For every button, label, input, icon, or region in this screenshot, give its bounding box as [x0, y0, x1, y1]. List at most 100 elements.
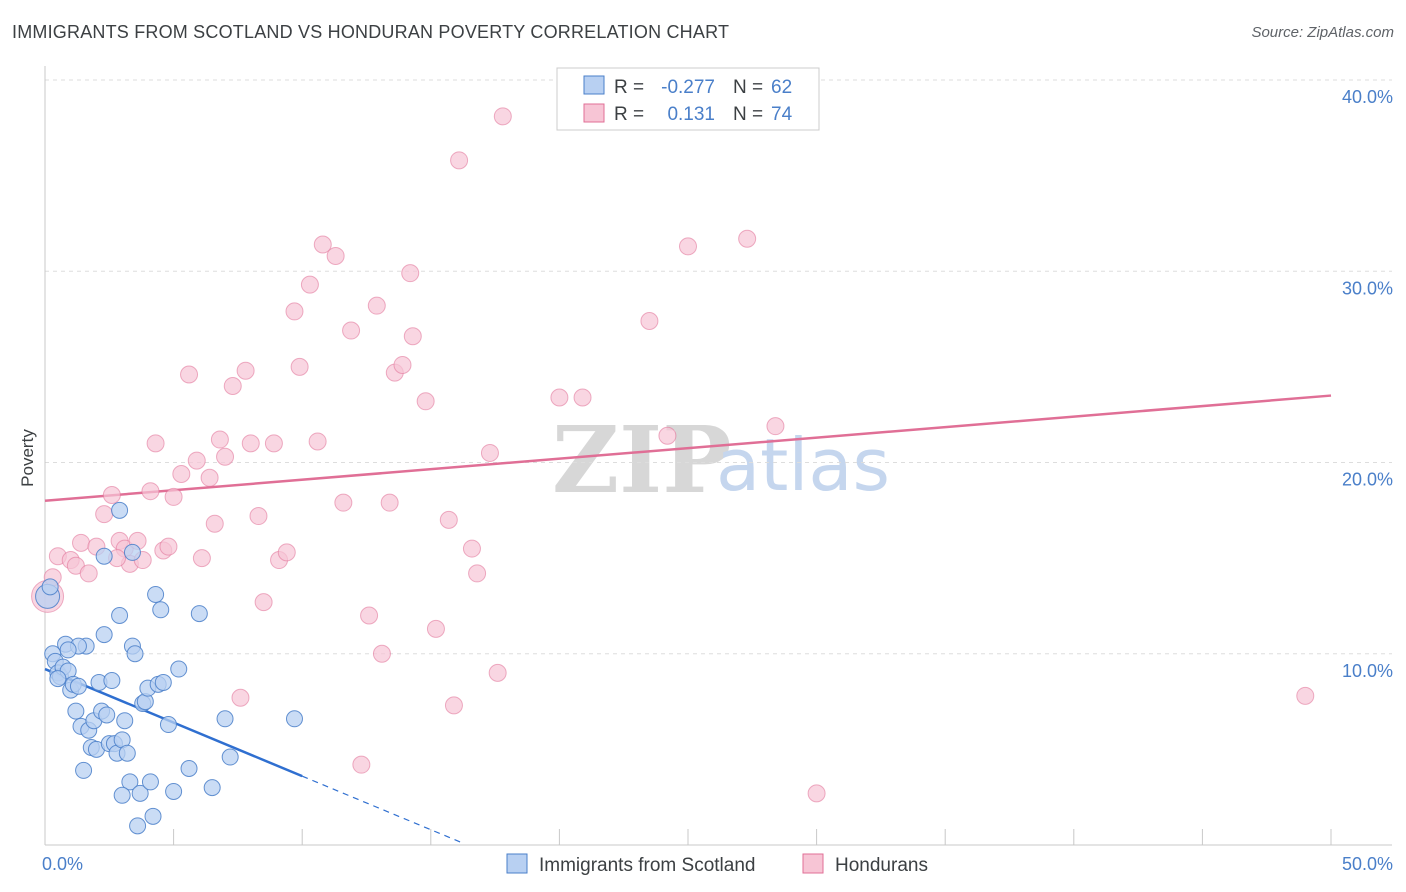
point-hondurans — [231, 688, 250, 707]
scotland-points — [35, 501, 303, 835]
tick-labels: 0.0% 50.0% 10.0% 20.0% 30.0% 40.0% — [42, 87, 1393, 874]
point-scotland — [41, 578, 59, 596]
point-hondurans — [216, 447, 235, 466]
point-hondurans — [159, 537, 178, 556]
legend-r-value-hondurans: 0.131 — [667, 104, 715, 125]
point-scotland — [69, 677, 87, 695]
point-hondurans — [360, 606, 379, 625]
point-scotland — [123, 543, 141, 561]
point-hondurans — [342, 321, 361, 340]
point-hondurans — [640, 311, 659, 330]
point-scotland — [98, 706, 116, 724]
point-hondurans — [326, 246, 345, 265]
legend-swatch-scotland — [583, 75, 605, 95]
bottom-legend-scotland: Immigrants from Scotland — [539, 855, 755, 876]
legend-n-value-scotland: 62 — [771, 77, 792, 98]
point-hondurans — [249, 507, 268, 526]
watermark: ZIP atlas — [552, 406, 890, 514]
point-hondurans — [308, 432, 327, 451]
point-hondurans — [372, 644, 391, 663]
point-scotland — [118, 744, 136, 762]
point-hondurans — [439, 510, 458, 529]
legend-r-value-scotland: -0.277 — [661, 77, 715, 98]
point-hondurans — [1296, 686, 1315, 705]
watermark-atlas: atlas — [716, 423, 890, 507]
point-scotland — [129, 817, 147, 835]
axes — [44, 66, 1392, 846]
point-scotland — [141, 773, 159, 791]
point-scotland — [190, 605, 208, 623]
legend-n-label-scotland: N = — [733, 77, 763, 98]
point-hondurans — [72, 533, 91, 552]
bottom-legend-hondurans: Hondurans — [835, 855, 928, 876]
point-hondurans — [146, 434, 165, 453]
point-hondurans — [300, 275, 319, 294]
point-hondurans — [488, 663, 507, 682]
point-hondurans — [192, 549, 211, 568]
point-hondurans — [393, 355, 412, 374]
point-scotland — [221, 748, 239, 766]
point-hondurans — [277, 543, 296, 562]
point-hondurans — [141, 482, 160, 501]
point-hondurans — [187, 451, 206, 470]
point-hondurans — [313, 235, 332, 254]
point-hondurans — [200, 468, 219, 487]
point-scotland — [147, 585, 165, 603]
point-scotland — [126, 645, 144, 663]
point-hondurans — [550, 388, 569, 407]
point-scotland — [216, 710, 234, 728]
legend-n-value-hondurans: 74 — [771, 104, 793, 125]
x-tick-label-min: 0.0% — [42, 854, 83, 874]
point-hondurans — [236, 361, 255, 380]
point-hondurans — [426, 619, 445, 638]
watermark-zip: ZIP — [552, 406, 731, 514]
point-scotland — [154, 673, 172, 691]
point-hondurans — [210, 430, 229, 449]
point-scotland — [95, 547, 113, 565]
point-scotland — [144, 807, 162, 825]
point-hondurans — [444, 696, 463, 715]
point-hondurans — [416, 392, 435, 411]
point-scotland — [67, 702, 85, 720]
point-hondurans — [403, 327, 422, 346]
point-hondurans — [367, 296, 386, 315]
point-hondurans — [95, 505, 114, 524]
trend-line-hondurans — [44, 394, 1332, 502]
point-hondurans — [493, 107, 512, 126]
point-scotland — [159, 716, 177, 734]
bottom-legend-swatch-hondurans — [802, 853, 824, 874]
point-hondurans — [679, 237, 697, 256]
point-hondurans — [766, 417, 785, 436]
point-scotland — [75, 761, 93, 779]
point-scotland — [131, 784, 149, 802]
bottom-legend-swatch-scotland — [506, 853, 528, 874]
x-tick-label-max: 50.0% — [1342, 854, 1393, 874]
y-axis-label: Poverty — [18, 429, 37, 487]
legend-swatch-hondurans — [583, 103, 605, 123]
series-legend: Immigrants from Scotland Hondurans — [506, 853, 928, 876]
point-hondurans — [738, 229, 757, 248]
point-hondurans — [352, 755, 371, 774]
trend-line-scotland-extension — [301, 775, 462, 844]
point-hondurans — [79, 564, 98, 583]
legend-n-label-hondurans: N = — [733, 104, 763, 125]
correlation-legend: R = -0.277 N = 62 R = 0.131 N = 74 — [556, 67, 820, 131]
point-hondurans — [380, 493, 399, 512]
point-scotland — [113, 786, 131, 804]
y-tick-label-3: 40.0% — [1342, 87, 1393, 107]
point-hondurans — [462, 539, 481, 558]
point-scotland — [170, 660, 188, 678]
point-hondurans — [205, 514, 224, 533]
point-scotland — [111, 607, 129, 624]
y-tick-label-1: 20.0% — [1342, 470, 1393, 490]
point-scotland — [180, 760, 198, 777]
point-scotland — [285, 710, 303, 728]
point-hondurans — [180, 365, 199, 384]
point-hondurans — [290, 357, 309, 376]
point-hondurans — [254, 593, 273, 612]
point-hondurans — [401, 264, 420, 283]
point-hondurans — [468, 564, 487, 583]
point-hondurans — [223, 377, 242, 395]
point-scotland — [121, 773, 139, 791]
